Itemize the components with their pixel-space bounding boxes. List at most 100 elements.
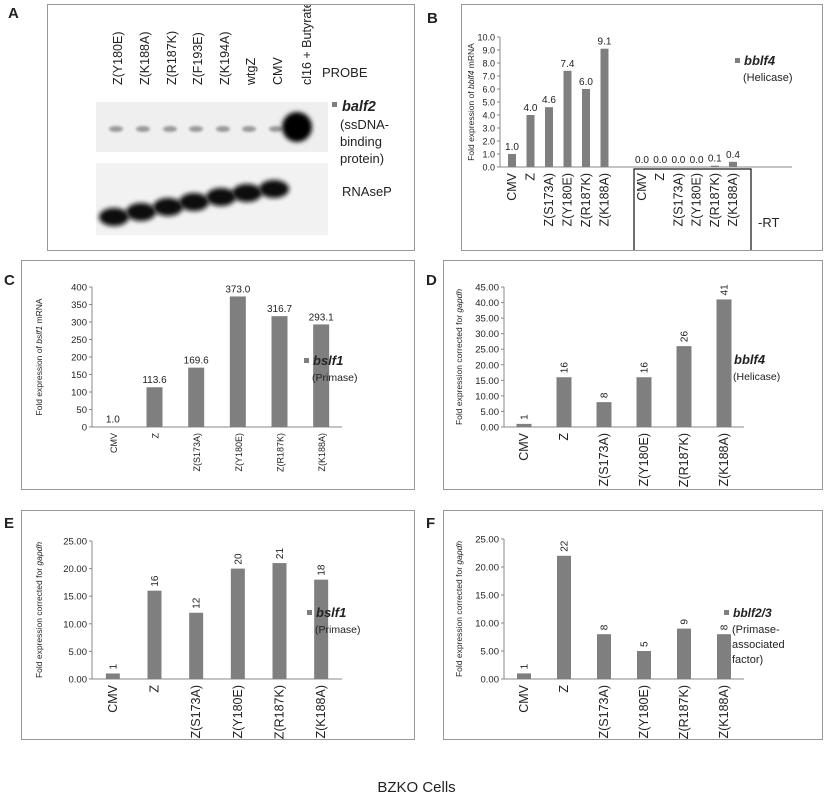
data-label: 0.4 (726, 150, 740, 161)
x-tick-label: Z (151, 433, 161, 439)
x-tick-label: Z(Y180E) (234, 433, 244, 472)
x-tick-label: Z(K188A) (717, 685, 731, 739)
panel-letter-f: F (426, 515, 436, 532)
bar (597, 634, 611, 679)
blot-band (242, 126, 256, 132)
y-tick-label: 10.0 (477, 33, 495, 43)
bar (189, 612, 204, 679)
figure-footer: BZKO Cells (377, 779, 456, 796)
bar (229, 296, 246, 427)
legend-gene: bblf2/3 (733, 606, 772, 620)
panel-c: 0 50 100 150 200 250 300 350 400 Fold expression … (21, 260, 415, 490)
legend-square (724, 610, 729, 615)
lane-label: wtgZ (244, 58, 258, 86)
data-label: 5 (640, 641, 651, 647)
bar (563, 70, 572, 167)
y-tick-label: 6.0 (482, 85, 495, 95)
chart-d: 0.00 5.00 10.00 15.00 20.00 25.00 30.00 35.00 40… (454, 283, 780, 488)
blot-band (189, 126, 203, 132)
y-tick-label: 2.0 (482, 137, 495, 147)
legend-square (304, 358, 309, 363)
y-tick-label: 20.00 (475, 360, 499, 371)
x-tick-label: CMV (109, 433, 119, 453)
blot-band (136, 126, 150, 132)
lane-label: CMV (271, 57, 285, 85)
bar (729, 161, 737, 167)
panel-e: 0.00 5.00 10.00 15.00 20.00 25.00 Fold express… (21, 510, 415, 740)
legend-desc: (Helicase) (743, 72, 793, 84)
y-tick-label: 7.0 (482, 72, 495, 82)
legend-desc: associated (732, 639, 785, 651)
bar (516, 423, 532, 427)
legend-square (307, 610, 312, 615)
x-tick-label: Z(R187K) (579, 173, 593, 227)
bar (556, 377, 572, 427)
bar (271, 316, 288, 427)
control-band (206, 188, 236, 206)
x-tick-label: Z(S173A) (597, 433, 611, 487)
y-tick-label: 0.00 (481, 675, 500, 686)
y-tick-label: 200 (71, 353, 87, 364)
y-tick-label: 3.0 (482, 124, 495, 134)
x-tick-label: Z(R187K) (276, 433, 286, 472)
x-tick-label: CMV (635, 172, 649, 200)
blot-gene-desc: binding (340, 134, 382, 149)
y-tick-label: 350 (71, 300, 87, 311)
y-tick-label: 5.00 (69, 647, 88, 658)
legend-gene: bslf1 (316, 605, 346, 620)
panel-letter-a: A (8, 5, 19, 22)
x-tick-label: Z(Y180E) (231, 685, 245, 739)
data-label: 26 (680, 331, 691, 343)
bar (596, 402, 612, 427)
data-label: 113.6 (142, 375, 167, 386)
blot-band (282, 112, 312, 142)
y-tick-label: 25.00 (475, 345, 499, 356)
x-tick-label: CMV (517, 432, 531, 460)
y-tick-label: 25.00 (63, 537, 87, 548)
y-axis-label: Fold expression corrected for gapdh (454, 541, 464, 677)
control-band (153, 198, 183, 216)
data-label: 41 (720, 284, 731, 296)
legend: bblf2/3 (Primase-associated factor) (724, 606, 785, 666)
bar (600, 48, 609, 168)
y-tick-label: 40.00 (475, 298, 499, 309)
y-tick-label: 20.00 (63, 564, 87, 575)
rt-label: -RT (758, 215, 779, 230)
bar (636, 377, 652, 427)
legend: bslf1 (Primase) (307, 605, 361, 636)
y-tick-label: 100 (71, 388, 87, 399)
lane-label: Z(R187K) (165, 31, 179, 85)
legend-gene: bslf1 (313, 353, 343, 368)
data-label: 22 (560, 540, 571, 552)
bar (272, 563, 287, 679)
bar (146, 387, 163, 427)
data-label: 373.0 (225, 284, 250, 295)
y-axis-label: Fold expression corrected for gapdh (34, 542, 44, 678)
y-tick-label: 45.00 (475, 283, 499, 294)
y-tick-label: 10.00 (475, 391, 499, 402)
panel-b: 0.0 1.0 2.0 3.0 4.0 5.0 6.0 7.0 8.0 9.0 10.0 Fold e… (461, 4, 823, 280)
y-tick-label: 150 (71, 370, 87, 381)
lane-label: Z(K188A) (138, 32, 152, 86)
data-label: 21 (275, 548, 286, 560)
panel-d: 0.00 5.00 10.00 15.00 20.00 25.00 30.00 35.00 40… (443, 260, 823, 490)
x-tick-label: Z(R187K) (677, 433, 691, 487)
legend: bblf4 (Helicase) (735, 53, 793, 84)
legend-desc: (Primase) (312, 372, 358, 384)
y-tick-label: 35.00 (475, 314, 499, 325)
probe-label: PROBE (322, 65, 368, 80)
data-label: 1 (520, 663, 531, 669)
chart-c: 0 50 100 150 200 250 300 350 400 Fold expression … (34, 283, 358, 473)
y-tick-label: 0.0 (482, 163, 495, 173)
panel-letter-c: C (4, 272, 15, 289)
data-label: 1 (108, 663, 119, 669)
legend-square (332, 102, 337, 107)
data-label: 316.7 (267, 304, 292, 315)
lane-label: cl16 + Butyrate (300, 5, 314, 85)
x-tick-label: Z(S173A) (597, 685, 611, 739)
x-tick-label: Z(R187K) (273, 685, 287, 739)
bar (557, 555, 571, 679)
x-tick-label: Z(K188A) (717, 433, 731, 487)
